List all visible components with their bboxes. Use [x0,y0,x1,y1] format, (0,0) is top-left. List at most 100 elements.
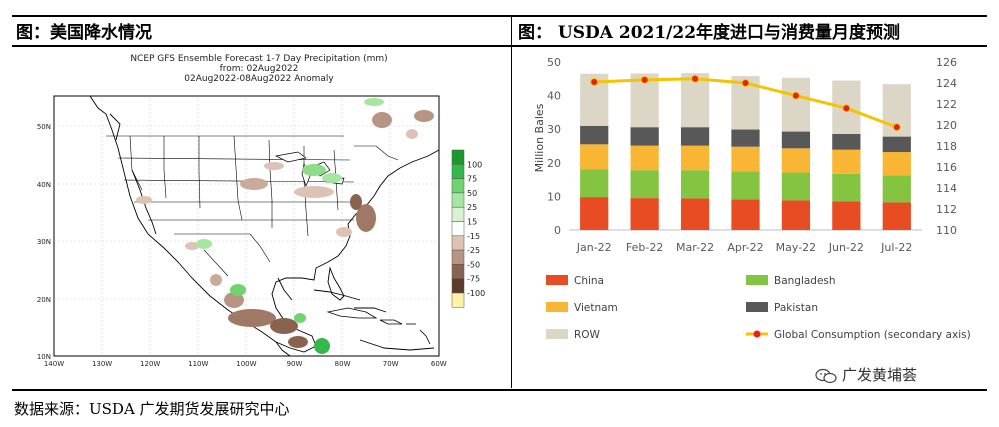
y-tick-label: 40 [547,90,561,103]
lon-label: 140W [44,360,64,368]
latitude-labels: 50N 40N 30N 20N 10N [37,123,51,361]
x-category-label: Mar-22 [676,241,714,254]
legend-swatch [451,264,465,279]
consumption-point [842,104,851,113]
right-panel-title: 图： USDA 2021/22年度进口与消费量月度预测 [518,23,901,43]
top-rule [12,15,987,17]
bar-segment-vietnam [630,145,659,171]
consumption-point [590,77,599,86]
bar-segment-bangladesh [680,170,710,199]
source-note: 数据来源：USDA 广发期货发展研究中心 [14,400,290,418]
y2-tick-label: 126 [936,56,957,69]
bar-segment-china [630,198,659,230]
y2-tick-label: 110 [936,224,957,237]
y2-tick-label: 118 [936,140,957,153]
legend-level: -50 [467,260,480,269]
bar-segment-pakistan [731,129,760,147]
consumption-point [892,123,901,132]
watermark-text: 广发黄埔荟 [842,366,918,384]
legend-level: -15 [467,232,480,241]
y2-tick-label: 112 [936,203,957,216]
bar-segment-vietnam [680,145,710,171]
x-category-label: Jun-22 [828,241,864,254]
consumption-point [691,74,700,83]
y2-tick-label: 120 [936,119,957,132]
legend-level: -100 [467,289,485,298]
legend-label: Bangladesh [774,275,836,287]
x-category-labels: Jan-22 Feb-22 Mar-22 Apr-22 May-22 Jun-22 Jul-… [576,241,913,254]
lat-label: 10N [37,353,51,361]
legend-swatch [451,249,465,265]
bar-segment-bangladesh [630,170,659,199]
bar-segment-vietnam [781,148,811,173]
consumption-point [791,91,800,100]
bar-segment-china [882,202,911,230]
bar-segment-bangladesh [832,173,861,202]
bar-segment-bangladesh [882,175,911,203]
caribbean-islands [326,307,431,345]
legend-level: -25 [467,246,480,255]
stacked-bars [580,73,911,230]
x-category-label: Feb-22 [626,241,663,254]
x-category-label: Jan-22 [576,241,612,254]
precipitation-map: NCEP GFS Ensemble Forecast 1-7 Day Preci… [37,54,485,368]
legend-level: 25 [467,203,477,212]
chart-legend: China Bangladesh Vietnam Pakistan ROW Global … [546,275,971,341]
wet-anomaly-patches [196,98,384,354]
lat-label: 40N [37,181,51,189]
lon-label: 100W [236,360,256,368]
bar-segment-china [781,200,811,230]
lat-label: 50N [37,123,51,131]
bar-segment-bangladesh [731,171,760,200]
consumption-line [590,74,901,132]
legend-label: Vietnam [574,302,618,314]
legend-label: Global Consumption (secondary axis) [774,329,971,341]
legend-swatch [451,292,465,308]
legend-swatch [451,206,465,222]
lat-label: 20N [37,296,51,304]
wechat-icon [815,368,837,383]
y2-tick-label: 124 [936,77,957,90]
longitude-labels: 140W 130W 120W 110W 100W 90W 80W 70W 60W [44,360,447,368]
y2-tick-label: 114 [936,182,957,195]
y-tick-label: 30 [547,123,561,136]
legend-level: 75 [467,175,477,184]
legend-swatch [451,178,465,194]
x-category-label: Jul-22 [880,241,912,254]
bar-segment-china [832,201,861,230]
bar-segment-bangladesh [580,169,609,198]
bar-segment-vietnam [832,149,861,174]
secondary-y-ticks: 110 112 114 116 118 120 122 124 126 [936,56,957,237]
bar-segment-vietnam [580,144,609,170]
header-rule [12,45,987,47]
watermark: 广发黄埔荟 [815,364,917,385]
bar-segment-china [680,198,710,230]
legend-swatch [451,278,465,294]
bar-segment-pakistan [832,133,861,150]
legend-label: Pakistan [774,302,818,314]
legend-swatch [546,329,568,339]
bar-segment-china [731,199,760,230]
great-lakes [274,151,345,188]
legend-swatch [451,221,465,237]
bottom-rule [12,389,987,391]
lon-label: 80W [335,360,351,368]
y-tick-label: 50 [547,56,561,69]
legend-line-marker [753,330,761,338]
dry-anomaly-patches [136,110,434,348]
y-tick-label: 10 [547,190,561,203]
y2-tick-label: 122 [936,98,957,111]
legend-swatch [451,149,465,165]
legend-swatch [451,235,465,251]
legend-label: ROW [574,329,601,341]
legend-label: China [574,275,604,287]
lon-label: 120W [140,360,160,368]
bar-segment-pakistan [580,125,609,145]
bar-segment-vietnam [731,146,760,172]
bar-segment-pakistan [630,127,659,146]
legend-level: 100 [467,160,482,169]
panel-divider [511,16,512,388]
lon-label: 130W [92,360,112,368]
map-heading-line3: 02Aug2022-08Aug2022 Anomaly [184,74,334,84]
bar-segment-bangladesh [781,172,811,201]
